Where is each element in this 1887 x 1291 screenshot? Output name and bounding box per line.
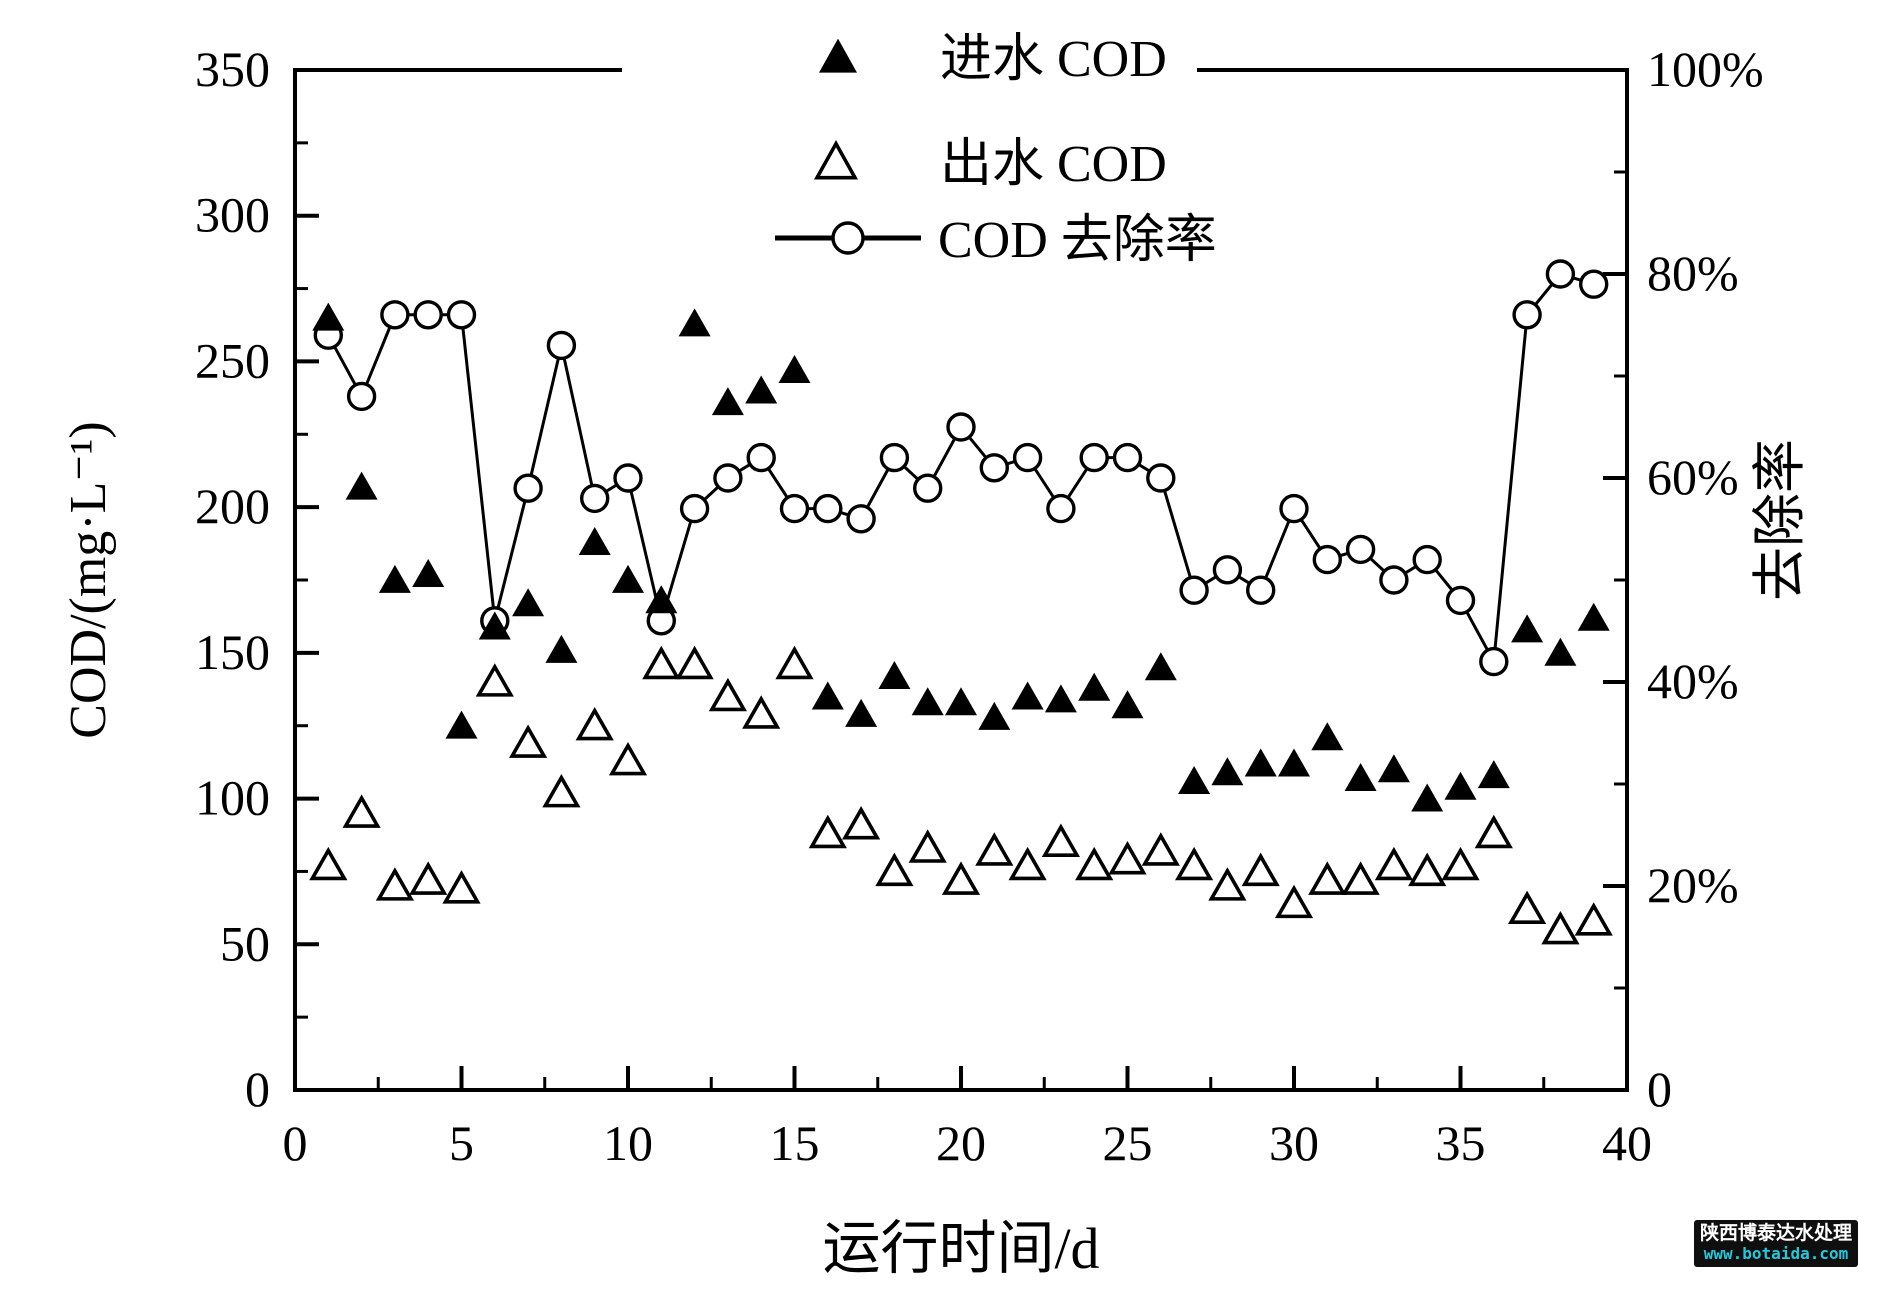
watermark-text: 陕西博泰达水处理 <box>1699 1223 1852 1244</box>
y-right-tick-label: 40% <box>1647 653 1739 709</box>
y-left-tick-label: 200 <box>195 478 270 534</box>
x-tick-label: 5 <box>449 1115 474 1171</box>
series-influent-markers <box>312 302 1610 812</box>
y-axis-left: 0 50 100 150 200 250 300 350 COD/(mg·L⁻¹) <box>60 41 319 1117</box>
series-removal-line <box>326 272 1595 667</box>
y-left-tick-label: 300 <box>195 187 270 243</box>
watermark: 陕西博泰达水处理 www.botaida.com <box>1694 1220 1858 1268</box>
watermark-url: www.botaida.com <box>1703 1243 1849 1263</box>
x-tick-label: 20 <box>936 1115 986 1171</box>
y-left-tick-label: 150 <box>195 624 270 680</box>
x-tick-label: 10 <box>603 1115 653 1171</box>
x-tick-label: 30 <box>1269 1115 1319 1171</box>
x-tick-label: 15 <box>770 1115 820 1171</box>
x-axis: 0 5 10 15 20 25 30 35 40 运行时间/d <box>283 1066 1652 1281</box>
y-right-tick-label: 20% <box>1647 857 1739 913</box>
legend-label-removal: COD 去除率 <box>938 212 1217 269</box>
x-tick-label: 40 <box>1602 1115 1652 1171</box>
y-axis-right: 0 20% 40% 60% 80% 100% 去除率 <box>1603 41 1810 1117</box>
y-right-tick-label: 60% <box>1647 449 1739 505</box>
x-tick-label: 0 <box>283 1115 308 1171</box>
y-right-axis-title: 去除率 <box>1750 439 1810 601</box>
x-axis-title: 运行时间/d <box>822 1216 1099 1281</box>
y-left-tick-label: 250 <box>195 332 270 388</box>
series-effluent-markers <box>309 645 1613 945</box>
x-tick-label: 25 <box>1103 1115 1153 1171</box>
y-right-tick-label: 100% <box>1647 41 1764 97</box>
y-left-axis-title: COD/(mg·L⁻¹) <box>60 421 117 738</box>
legend: 进水 COD 出水 COD COD 去除率 <box>622 12 1217 274</box>
legend-label-influent: 进水 COD <box>940 31 1167 88</box>
y-right-tick-label: 80% <box>1647 245 1739 301</box>
x-tick-label: 35 <box>1436 1115 1486 1171</box>
y-right-tick-label: 0 <box>1647 1061 1672 1117</box>
y-left-tick-label: 0 <box>245 1061 270 1117</box>
y-left-tick-label: 50 <box>220 915 270 971</box>
legend-label-effluent: 出水 COD <box>940 136 1167 193</box>
y-left-tick-label: 100 <box>195 770 270 826</box>
series-removal-markers <box>313 259 1609 677</box>
y-left-tick-label: 350 <box>195 41 270 97</box>
